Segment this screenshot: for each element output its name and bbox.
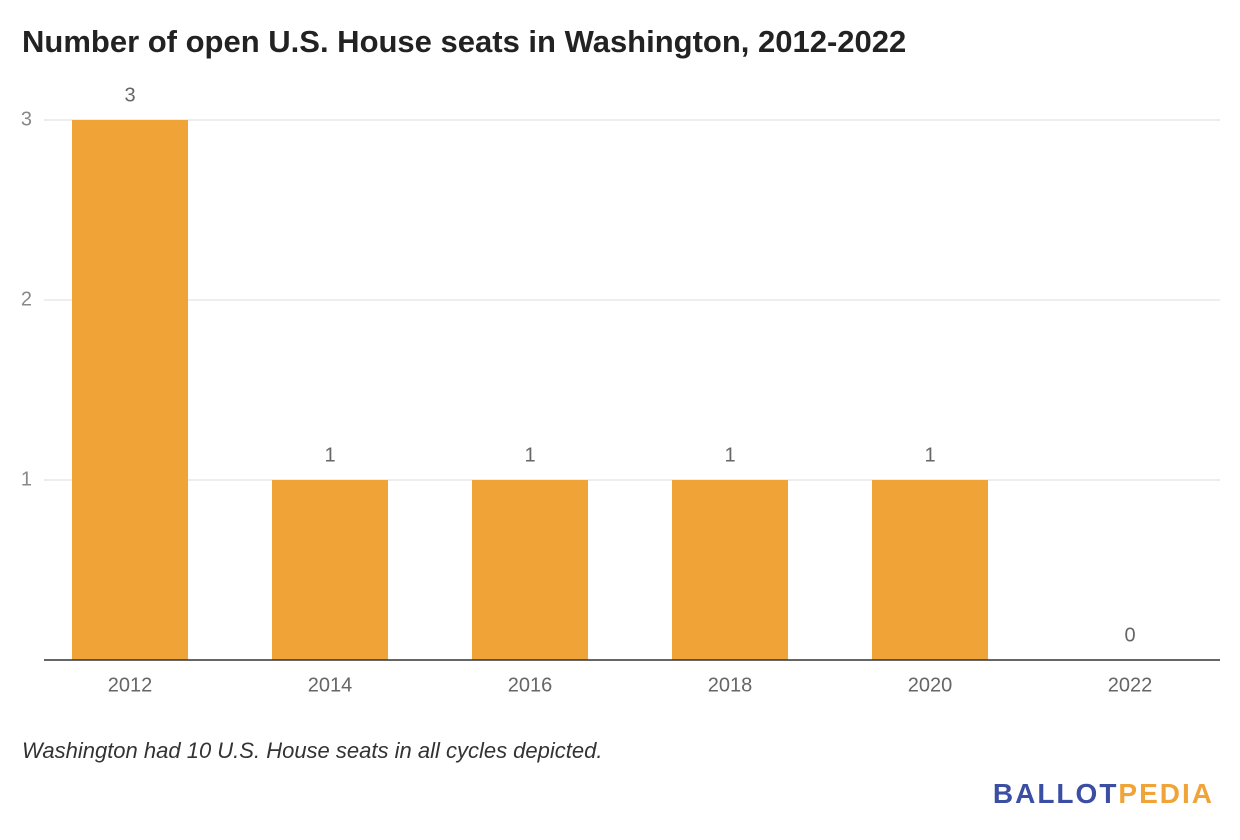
- data-label: 1: [524, 444, 535, 466]
- x-tick-label: 2022: [1108, 674, 1153, 696]
- data-label: 0: [1124, 624, 1135, 646]
- bar: [872, 480, 988, 660]
- y-tick-label: 1: [21, 468, 32, 490]
- bar: [272, 480, 388, 660]
- bar: [672, 480, 788, 660]
- logo-left: BALLOT: [993, 778, 1119, 809]
- bar: [472, 480, 588, 660]
- y-tick-label: 2: [21, 288, 32, 310]
- data-label: 1: [924, 444, 935, 466]
- logo-right: PEDIA: [1118, 778, 1214, 809]
- data-label: 1: [724, 444, 735, 466]
- x-tick-label: 2014: [308, 674, 353, 696]
- logo: BALLOTPEDIA: [993, 778, 1214, 809]
- data-label: 3: [124, 84, 135, 106]
- note: Washington had 10 U.S. House seats in al…: [22, 738, 602, 763]
- data-label: 1: [324, 444, 335, 466]
- y-tick-label: 3: [21, 108, 32, 130]
- chart-title: Number of open U.S. House seats in Washi…: [22, 24, 906, 59]
- x-tick-label: 2020: [908, 674, 953, 696]
- x-tick-label: 2018: [708, 674, 753, 696]
- bar: [72, 120, 188, 660]
- x-tick-label: 2016: [508, 674, 553, 696]
- x-tick-label: 2012: [108, 674, 153, 696]
